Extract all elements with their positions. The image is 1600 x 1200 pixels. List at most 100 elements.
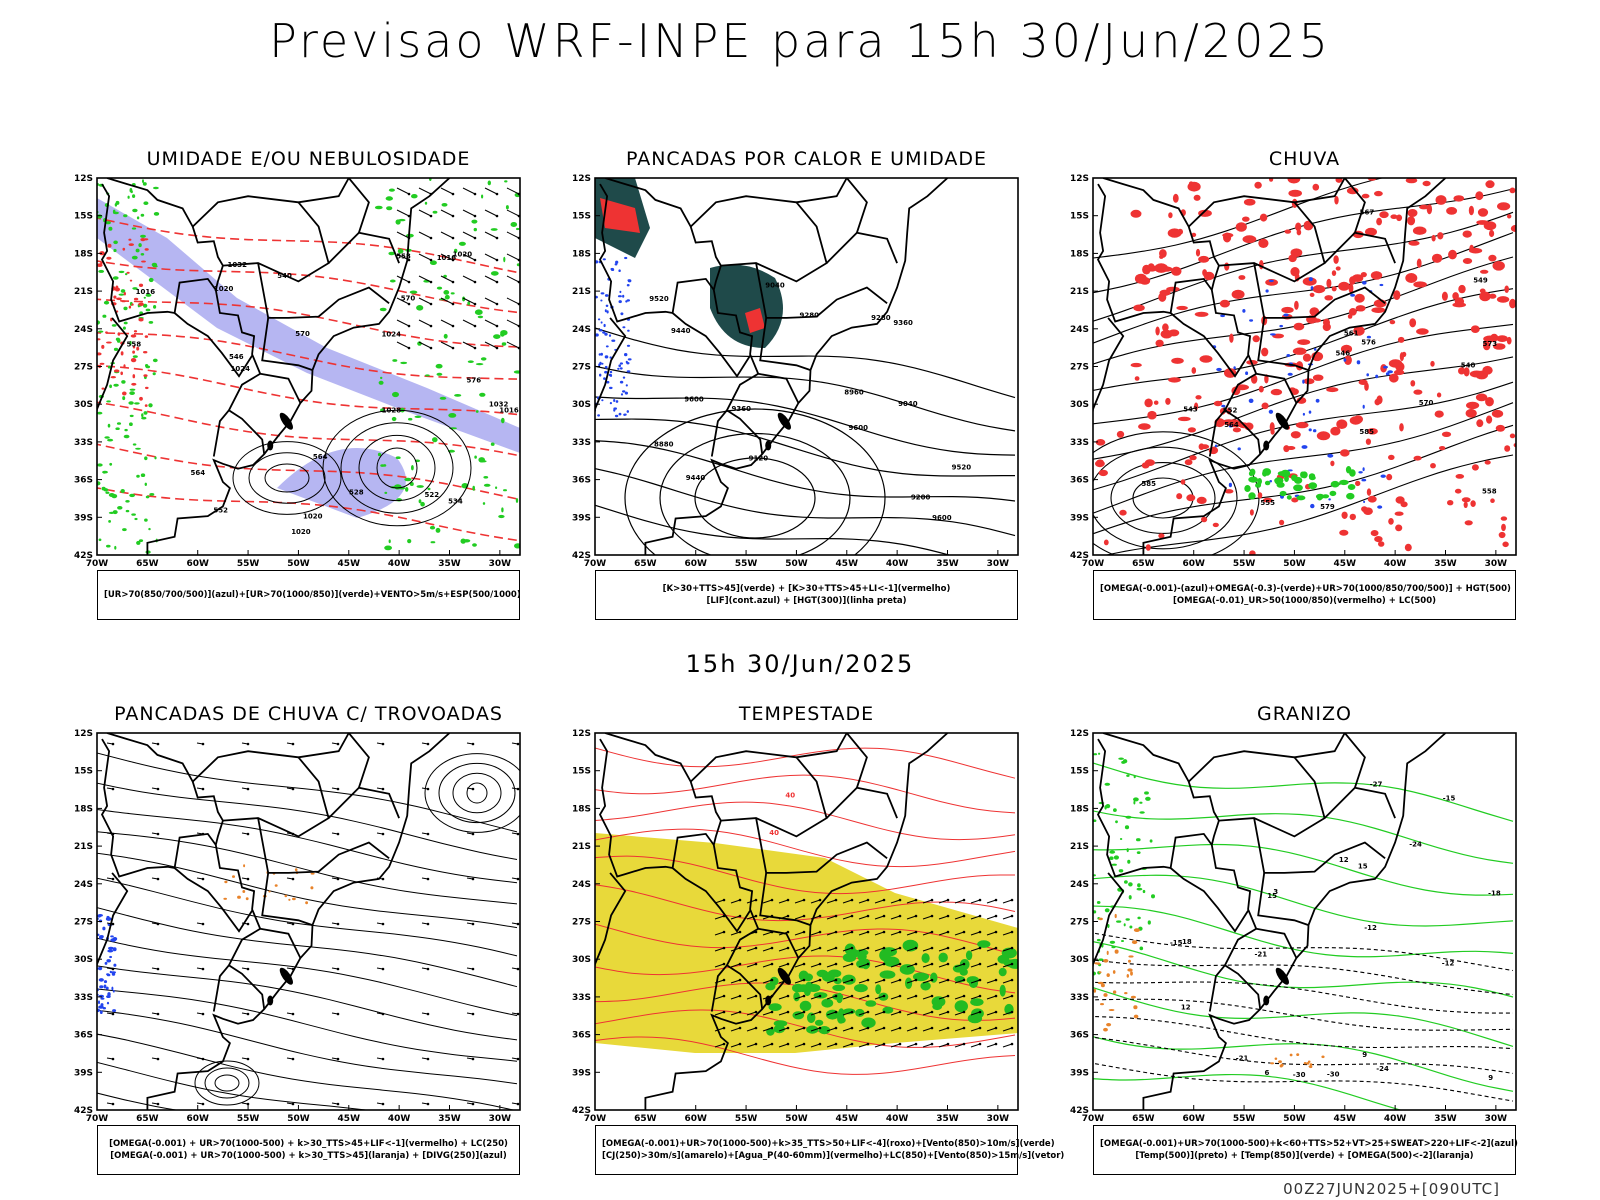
streamline-arrow-head xyxy=(381,1012,385,1016)
rain-area xyxy=(1483,341,1491,351)
humidity-band xyxy=(97,198,520,453)
streamline-arrow-head xyxy=(516,742,520,746)
wind-vector xyxy=(970,963,981,968)
red-cell xyxy=(144,248,149,251)
wind-850-area xyxy=(798,970,809,982)
rain-area xyxy=(1407,209,1418,217)
streamline-arrow-head xyxy=(516,1057,520,1061)
wind-850-area xyxy=(837,1014,845,1024)
wind-vector-head xyxy=(882,962,886,966)
omega-blue xyxy=(1245,371,1249,375)
wind-arrow-head xyxy=(451,258,455,262)
map-umidade: 1016 102010241020101610201028102410201016… xyxy=(74,174,521,569)
green-cell xyxy=(1096,938,1101,942)
lat-tick-label: 27S xyxy=(572,918,591,928)
lon-tick-label: 35W xyxy=(1434,559,1457,569)
omega-blue xyxy=(1361,478,1367,482)
omega-orange xyxy=(1100,983,1105,988)
green-cell xyxy=(1128,895,1132,900)
contour-label: 558 xyxy=(396,252,411,260)
wind-vector xyxy=(778,995,789,1000)
green-cell xyxy=(1137,883,1141,888)
green-cell xyxy=(154,456,157,460)
green-cell xyxy=(105,491,110,494)
wind-vector xyxy=(874,963,885,968)
green-cell xyxy=(416,485,424,488)
rain-area xyxy=(1365,227,1377,236)
omega-green xyxy=(1286,495,1292,500)
omega-blue xyxy=(1377,505,1383,509)
wind-arrow-head xyxy=(473,324,477,328)
lif-contour xyxy=(600,352,603,356)
divg-blue xyxy=(104,961,108,965)
rain-area xyxy=(1448,249,1457,260)
green-cell xyxy=(136,474,140,478)
lif-contour xyxy=(602,331,606,334)
omega-blue xyxy=(1279,324,1283,328)
lif-contour xyxy=(601,362,604,365)
rain-area xyxy=(1430,463,1436,469)
orange-cell xyxy=(232,875,235,878)
lat-tick-label: 36S xyxy=(572,476,591,486)
streamline-arrow-head xyxy=(111,877,115,881)
panel-title-tempestade: TEMPESTADE xyxy=(738,703,875,725)
wind-850-area xyxy=(932,1002,943,1011)
streamline-arrow-head xyxy=(381,877,385,881)
rain-area xyxy=(1502,541,1509,548)
wind-vector xyxy=(858,1027,869,1032)
red-cell xyxy=(97,263,103,267)
border-line xyxy=(595,317,627,416)
red-cell xyxy=(120,351,124,356)
wind-vector-head xyxy=(946,946,950,950)
contour-label: 9280 xyxy=(800,312,820,320)
green-cell xyxy=(379,307,387,312)
contour-label: 9360 xyxy=(893,319,913,327)
divg-blue xyxy=(106,959,111,963)
green-cell xyxy=(1104,908,1110,913)
lif-contour xyxy=(597,414,600,417)
green-cell xyxy=(1093,819,1097,822)
contour-label: 546 xyxy=(1336,349,1351,357)
wind-vector-head xyxy=(722,962,726,966)
lon-tick-label: 65W xyxy=(634,1114,657,1124)
legend-line: [CJ(250)>30m/s](amarelo)+[Agua_P(40-60mm… xyxy=(602,1151,1065,1161)
wind-vector-head xyxy=(898,1010,902,1014)
omega-green xyxy=(1347,484,1356,490)
lat-tick-label: 27S xyxy=(74,363,93,373)
contour-label: 9600 xyxy=(684,396,704,404)
streamline-arrow-head xyxy=(246,1102,250,1106)
contour-label: 552 xyxy=(213,507,228,515)
rain-area xyxy=(1367,495,1377,503)
map-frame xyxy=(594,177,1019,556)
lif-contour xyxy=(602,258,606,261)
omega-blue xyxy=(1269,279,1274,283)
streamline-850 xyxy=(595,1009,1016,1048)
wind-vector xyxy=(714,899,725,904)
green-cell xyxy=(501,417,505,424)
wind-vector xyxy=(778,1043,789,1048)
wind-vector-head xyxy=(850,994,854,998)
streamline-arrow-head xyxy=(291,877,295,881)
omega-orange xyxy=(1130,971,1133,976)
wind-vector xyxy=(714,995,725,1000)
lat-tick-label: 18S xyxy=(1070,804,1089,814)
wind-arrow-head xyxy=(473,214,477,218)
red-cell xyxy=(144,335,149,338)
hgt300-line xyxy=(595,467,1016,537)
wind-vector xyxy=(986,947,997,952)
wind-vector-head xyxy=(754,914,758,918)
green-cell xyxy=(454,248,458,253)
streamline xyxy=(97,907,518,988)
wind-vector-head xyxy=(818,914,822,918)
green-cell xyxy=(128,401,134,405)
wind-vector-head xyxy=(818,930,822,934)
lat-tick-label: 15S xyxy=(572,767,591,777)
wind-vector xyxy=(714,1027,725,1032)
rain-area xyxy=(1493,343,1506,350)
divg-blue xyxy=(99,1010,103,1014)
wind-vector xyxy=(922,915,933,920)
wind-vector-head xyxy=(946,914,950,918)
omega-orange xyxy=(1103,1027,1108,1032)
omega-blue xyxy=(1362,467,1365,472)
wind-vector-head xyxy=(754,1010,758,1014)
